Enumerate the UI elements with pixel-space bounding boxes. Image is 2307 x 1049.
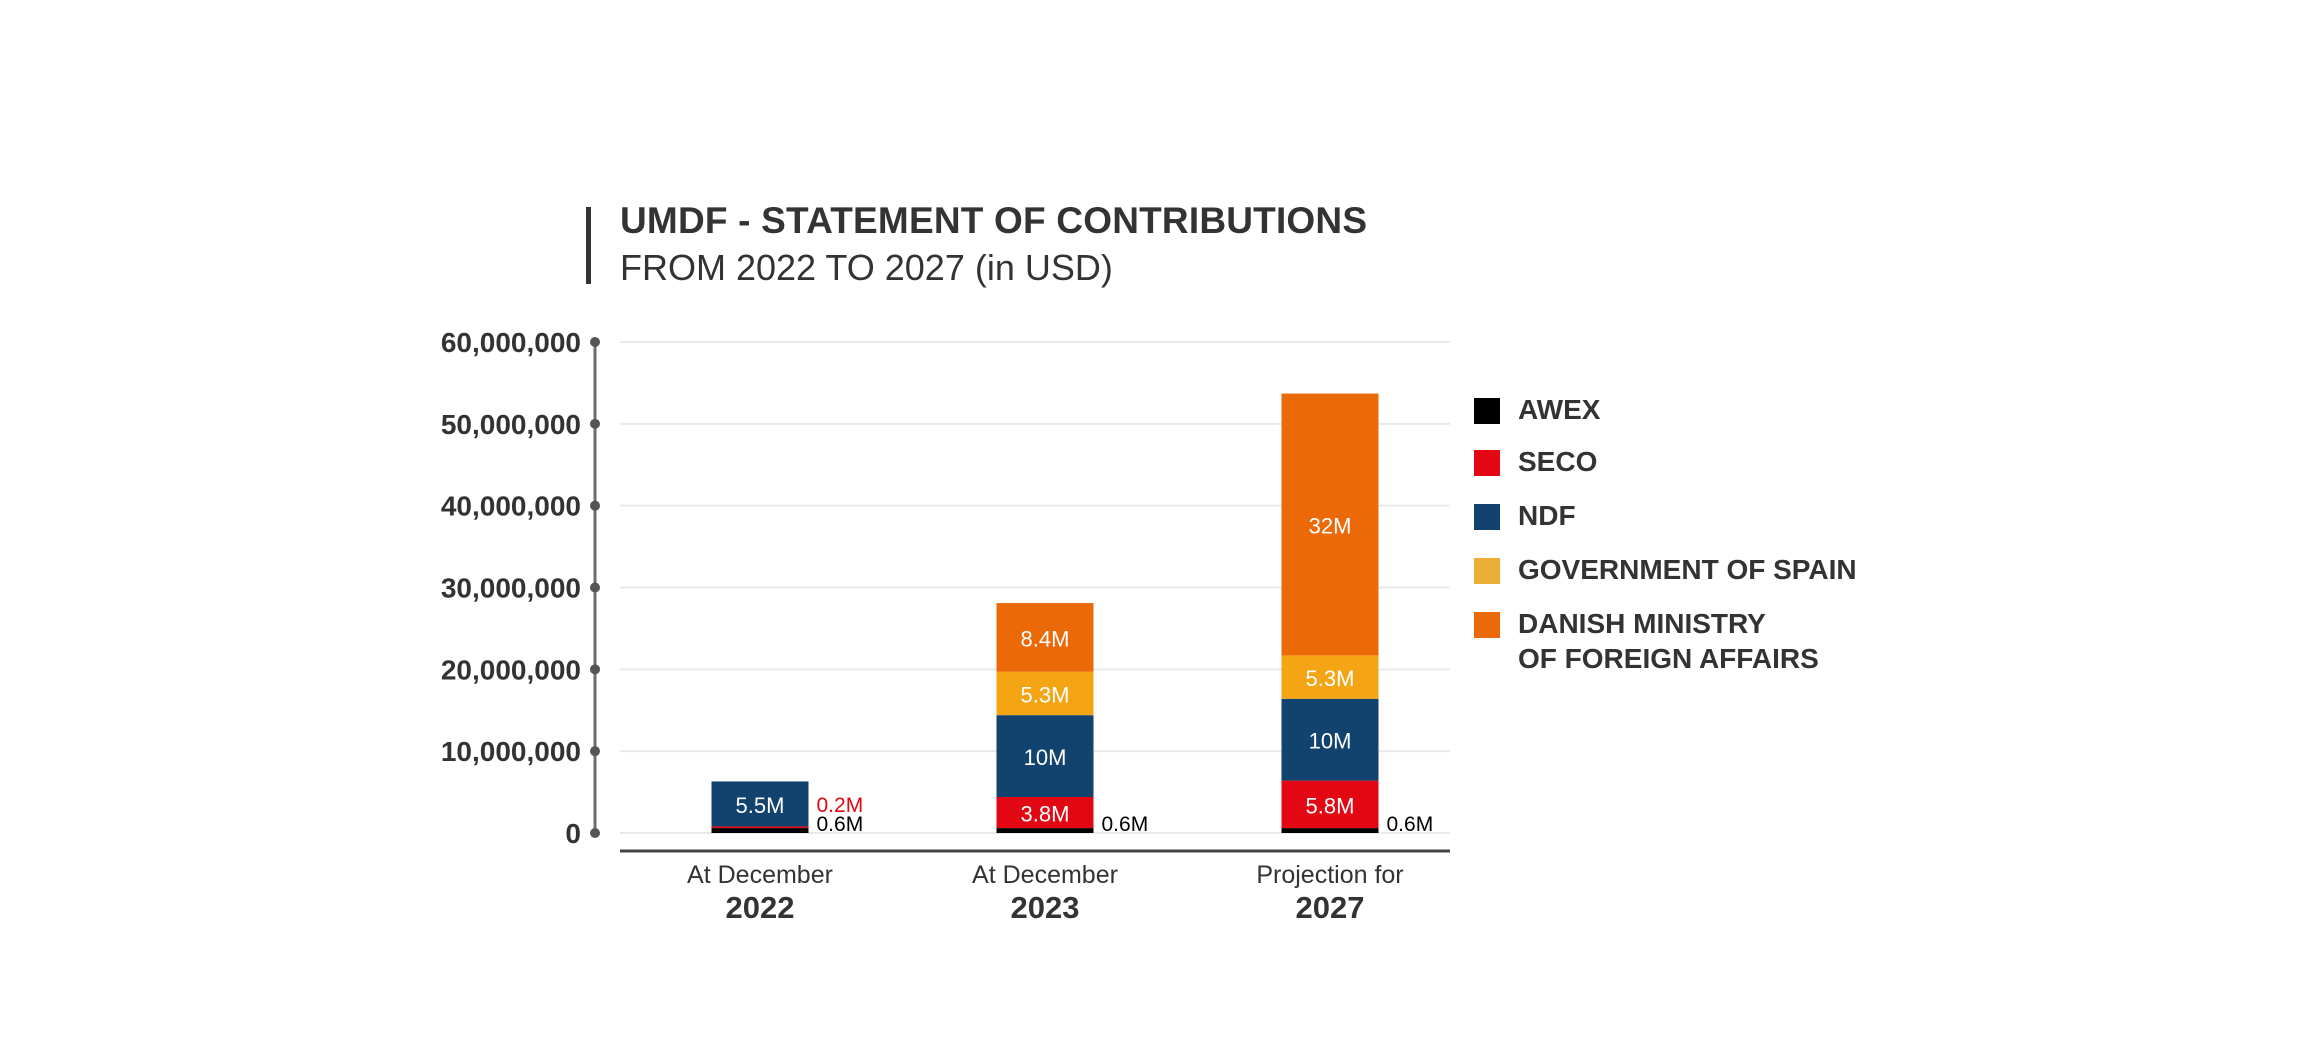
chart-subtitle: FROM 2022 TO 2027 (in USD): [620, 247, 1113, 288]
data-label: 3.8M: [1021, 802, 1070, 827]
bar-segment-government-of-spain: [996, 671, 1094, 716]
data-label: 10M: [1024, 745, 1067, 770]
data-label: 5.5M: [736, 793, 785, 818]
data-label-outside: 0.6M: [1102, 813, 1149, 836]
y-tick-marker: [590, 828, 600, 838]
data-label: 5.8M: [1306, 793, 1355, 818]
legend-swatch: [1474, 612, 1500, 638]
legend-swatch: [1474, 558, 1500, 584]
data-label-outside: 0.6M: [1387, 813, 1434, 836]
y-tick-label: 0: [565, 818, 581, 849]
x-category-year: 2022: [726, 890, 795, 925]
data-label: 32M: [1309, 513, 1352, 538]
bar-segment-awex: [711, 828, 809, 833]
x-category-label: Projection for: [1256, 861, 1403, 889]
bar-segment-ndf: [1281, 698, 1379, 781]
legend-label-line: OF FOREIGN AFFAIRS: [1518, 643, 1819, 674]
bar-segment-awex: [1281, 828, 1379, 833]
y-tick-label: 10,000,000: [441, 736, 581, 767]
data-label: 8.4M: [1021, 626, 1070, 651]
legend-label: SECO: [1518, 446, 1598, 477]
y-tick-label: 20,000,000: [441, 654, 581, 685]
legend-label-line: DANISH MINISTRY: [1518, 608, 1766, 639]
bar-segment-danish-ministry: [996, 603, 1094, 672]
bar-segment-seco: [711, 826, 809, 829]
legend-label: NDF: [1518, 500, 1576, 531]
data-label: 5.3M: [1306, 666, 1355, 691]
data-label-outside: 0.2M: [817, 794, 864, 817]
y-tick-label: 50,000,000: [441, 409, 581, 440]
y-tick-marker: [590, 664, 600, 675]
data-label-outside: 0.6M: [817, 813, 864, 836]
x-category-year: 2027: [1296, 890, 1365, 925]
y-tick-marker: [590, 337, 600, 347]
legend-label: DANISH MINISTRY OF FOREIGN AFFAIRS: [1518, 606, 1819, 676]
bar-segment-government-of-spain: [1281, 655, 1379, 699]
legend-label: AWEX: [1518, 394, 1601, 425]
y-tick-label: 30,000,000: [441, 573, 581, 604]
bar-segment-danish-ministry: [1281, 393, 1379, 656]
legend-swatch: [1474, 398, 1500, 424]
legend-label: GOVERNMENT OF SPAIN: [1518, 554, 1857, 585]
y-tick-marker: [590, 582, 600, 593]
legend-swatch: [1474, 504, 1500, 530]
bar-segment-seco: [996, 796, 1094, 829]
data-label: 10M: [1309, 729, 1352, 754]
x-category-label: At December: [687, 861, 833, 889]
x-category-label: At December: [972, 861, 1118, 889]
y-tick-marker: [590, 418, 600, 429]
bar-segment-awex: [996, 828, 1094, 833]
legend-swatch: [1474, 450, 1500, 476]
chart-title: UMDF - STATEMENT OF CONTRIBUTIONS: [620, 200, 1368, 241]
bar-segment-ndf: [996, 715, 1094, 797]
y-tick-marker: [590, 746, 600, 757]
y-tick-label: 60,000,000: [441, 327, 581, 358]
data-label: 5.3M: [1021, 682, 1070, 707]
title-accent-bar: [586, 207, 591, 284]
x-category-year: 2023: [1011, 890, 1080, 925]
bar-segment-seco: [1281, 780, 1379, 829]
bar-segment-ndf: [711, 781, 809, 827]
y-tick-label: 40,000,000: [441, 491, 581, 522]
y-tick-marker: [590, 500, 600, 511]
